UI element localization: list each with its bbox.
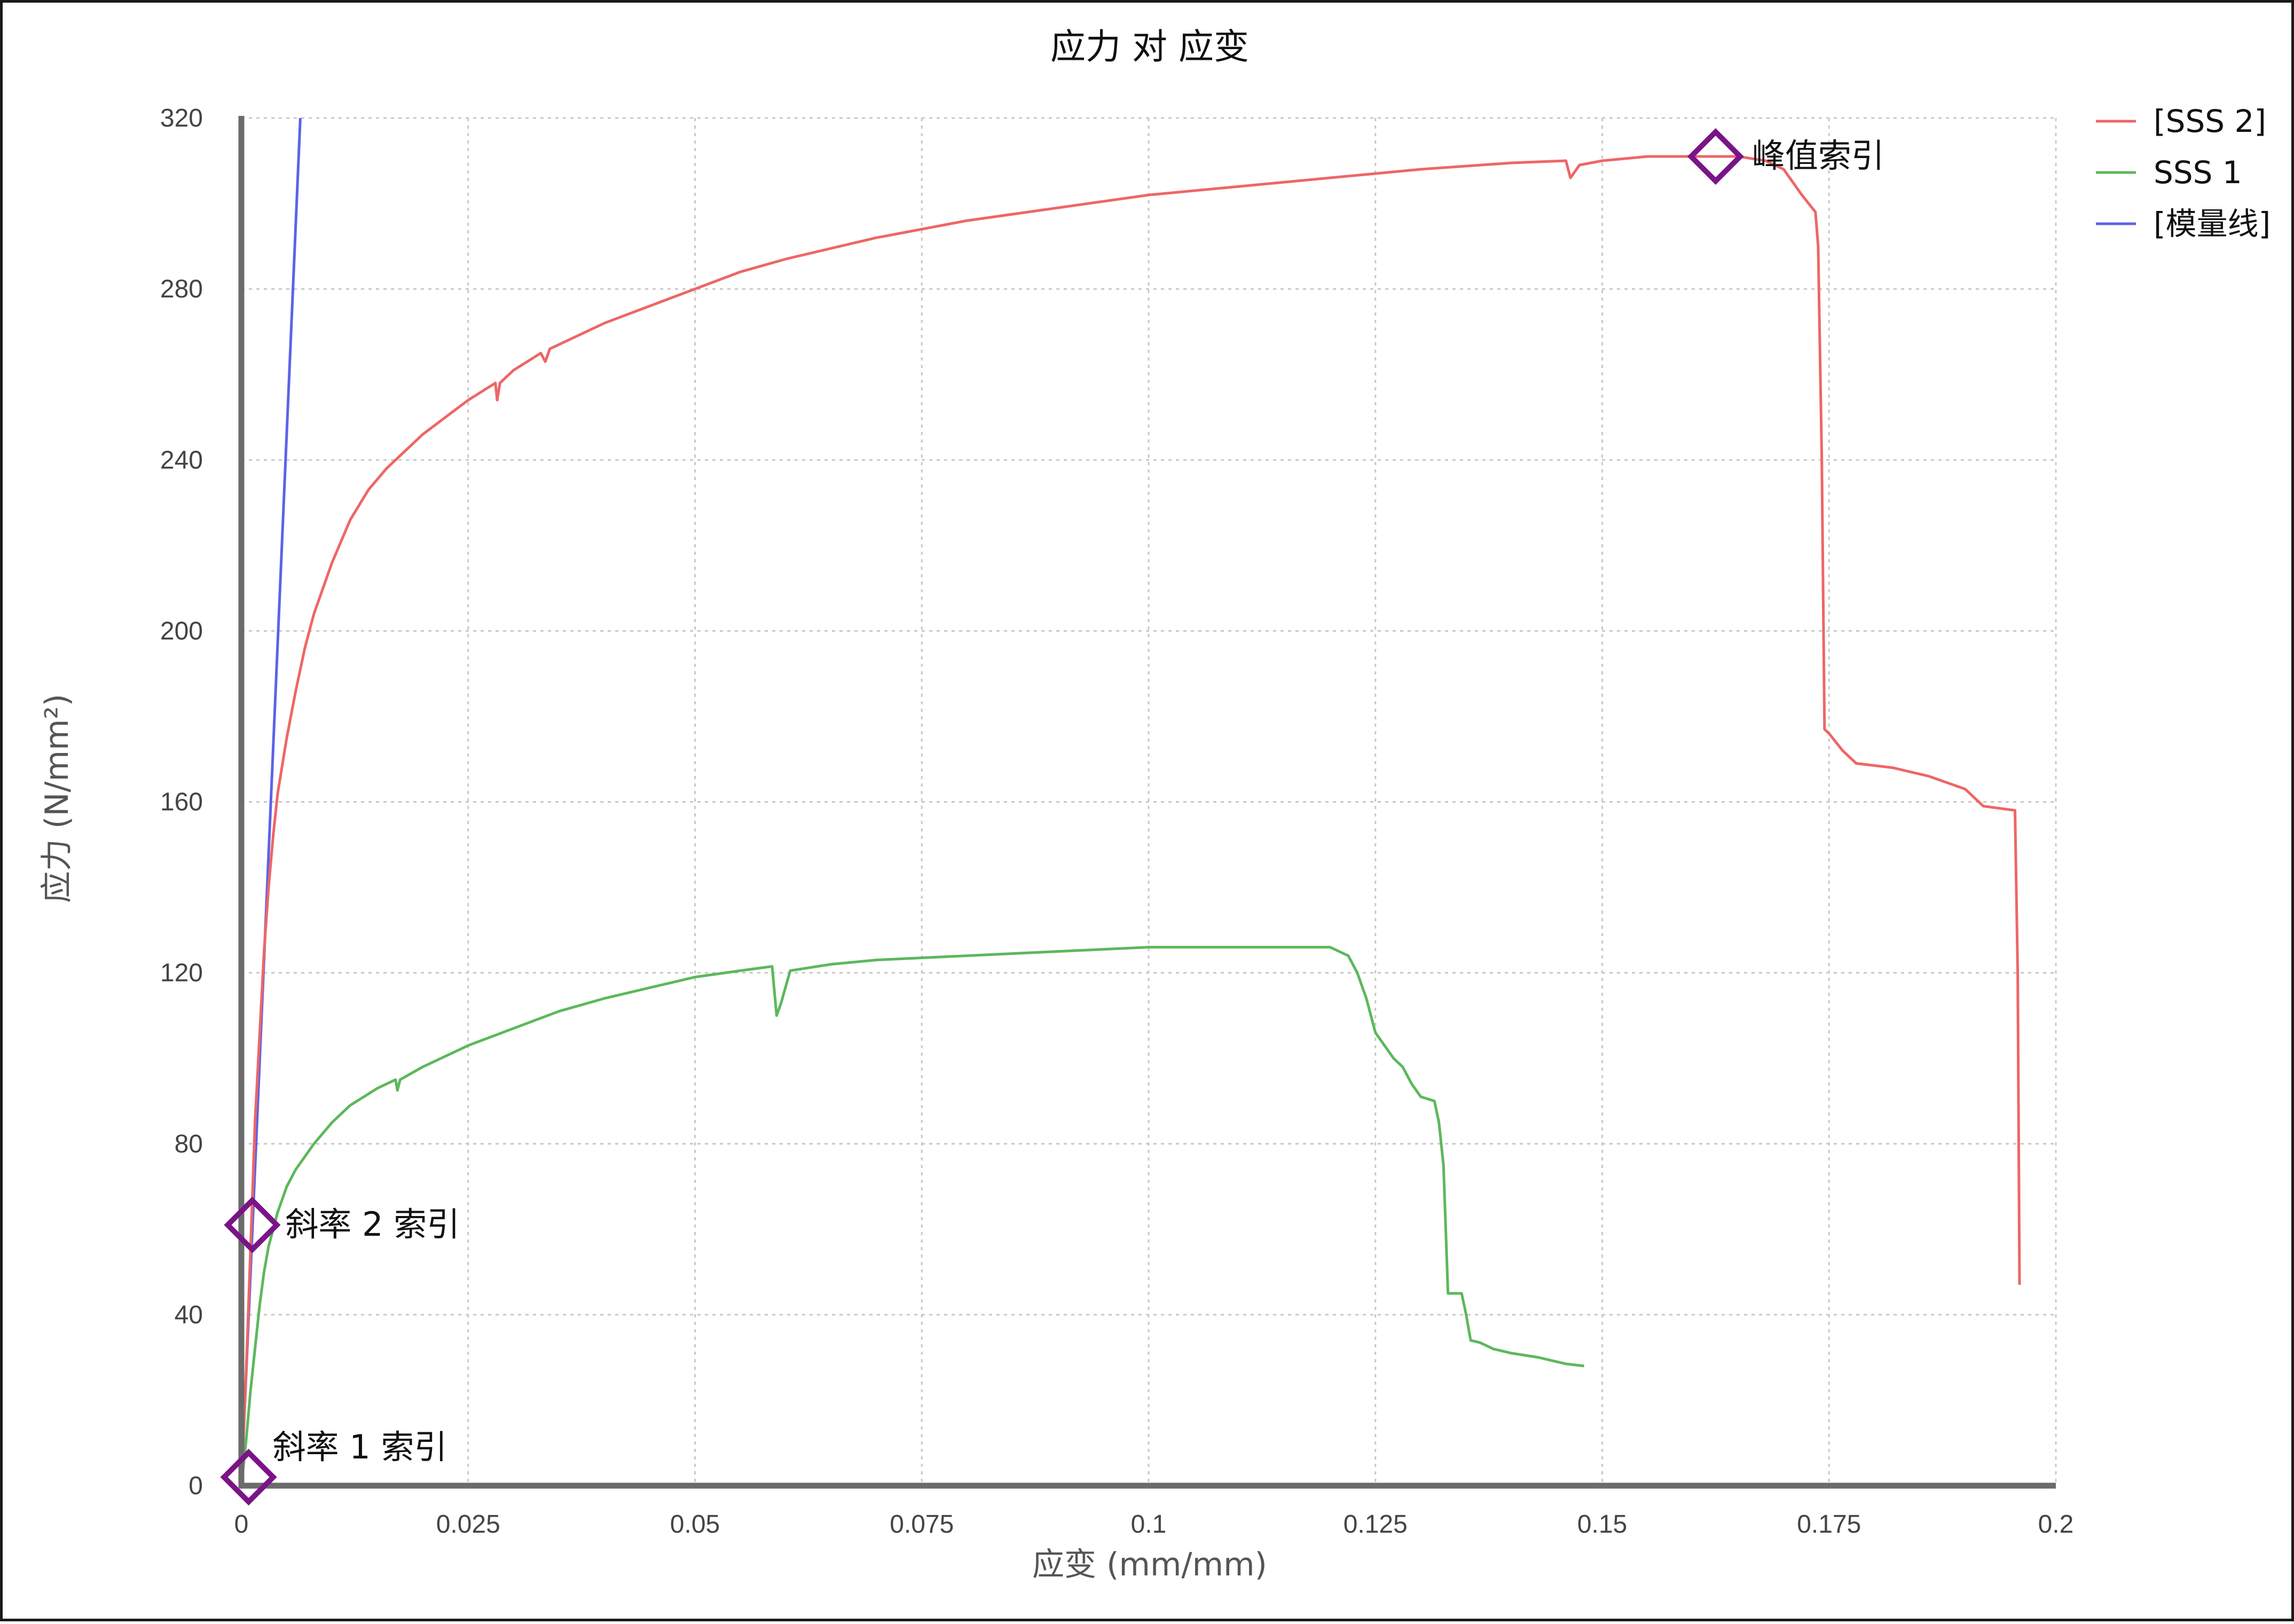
x-tick-label: 0.15 [1577,1510,1627,1539]
axis-layer [238,116,2056,1489]
annotation-label: 斜率 1 索引 [273,1427,447,1466]
y-tick-label: 240 [160,446,203,474]
series-line-2 [240,946,1584,1486]
x-tick-label: 0.05 [670,1510,720,1539]
series-line-1 [240,155,2021,1486]
annotation-marker-diamond [220,1448,277,1506]
x-axis-label: 应变 (mm/mm) [1032,1546,1267,1583]
annotation-label: 峰值索引 [1752,136,1884,175]
annotation-marker-diamond [1687,128,1744,185]
legend-entry-label: SSS 1 [2154,154,2242,191]
y-tick-label: 200 [160,617,203,645]
stress-strain-chart: 应力 对 应变 0 0.025 0.05 0.075 0.1 0.125 0.15 0.175… [38,26,2271,1583]
x-tick-label: 0.125 [1344,1510,1408,1539]
y-tick-label: 120 [160,959,203,987]
y-tick-label: 280 [160,275,203,303]
y-tick-label: 320 [160,104,203,132]
x-tick-label: 0.075 [890,1510,954,1539]
x-tick-label: 0.175 [1797,1510,1861,1539]
y-axis-label: 应力 (N/mm²) [38,694,76,903]
x-tick-label: 0.2 [2038,1510,2074,1539]
x-tick-label: 0 [234,1510,249,1539]
legend-entry-label: [SSS 2] [2154,103,2266,139]
y-tick-label: 0 [188,1472,203,1500]
tick-layer: 0 0.025 0.05 0.075 0.1 0.125 0.15 0.175 0.2 0 40 80… [160,104,2073,1539]
legend-entry-label: [模量线] [2154,206,2271,242]
annotation-marker-diamond [224,1196,281,1253]
x-tick-label: 0.025 [436,1510,500,1539]
legend: [SSS 2] SSS 1 [模量线] [2096,103,2271,242]
grid-layer [241,117,2057,1486]
series-layer [240,117,2021,1486]
y-tick-label: 160 [160,788,203,817]
y-tick-label: 80 [175,1130,203,1158]
chart-title: 应力 对 应变 [1050,26,1249,67]
annotation-label: 斜率 2 索引 [285,1205,460,1244]
y-tick-label: 40 [175,1301,203,1329]
x-tick-label: 0.1 [1131,1510,1167,1539]
